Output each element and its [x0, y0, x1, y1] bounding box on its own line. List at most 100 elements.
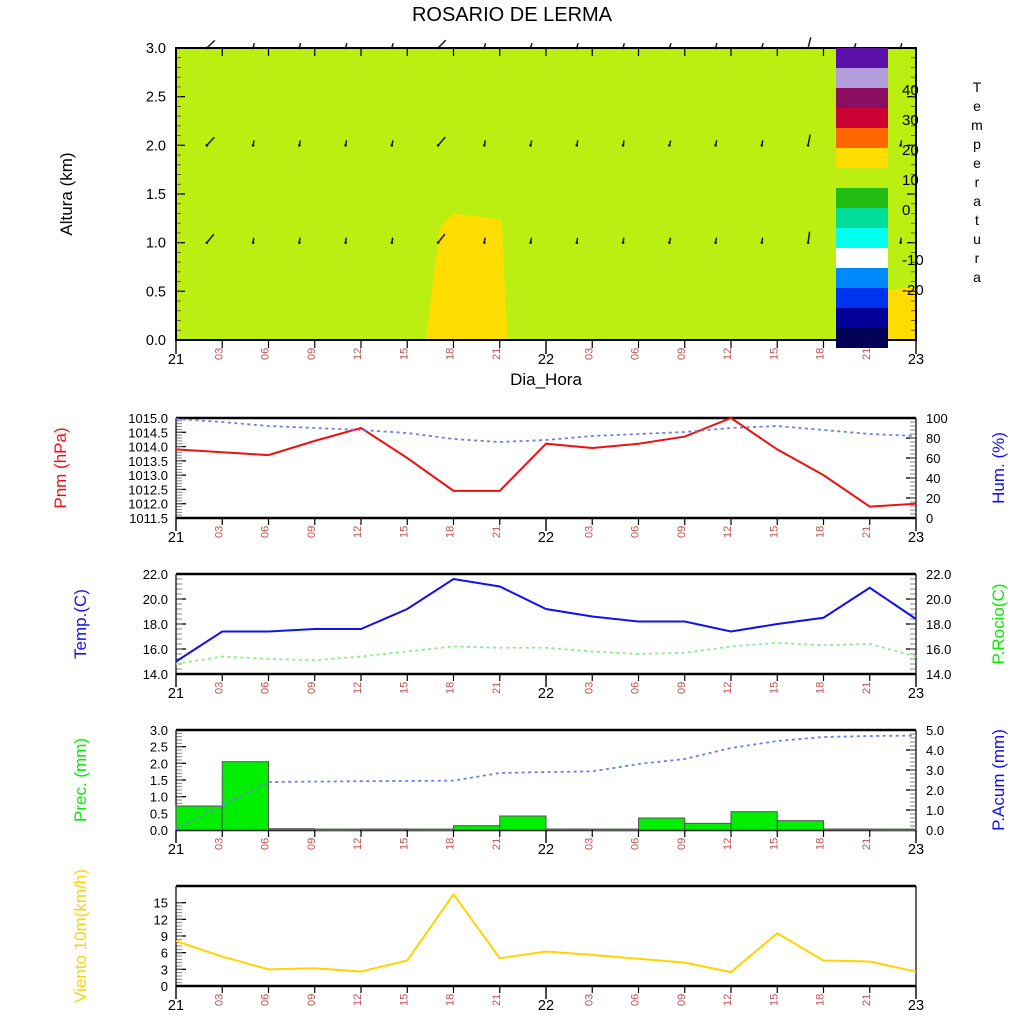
series-line — [175, 892, 917, 974]
panel-axes: 1011.51012.01012.51013.01013.51014.01014… — [128, 411, 947, 526]
y-tick-label: 1.0 — [146, 236, 166, 252]
day-label: 21 — [168, 686, 184, 702]
wind-barb-origin — [529, 144, 532, 147]
y-tick-label-right: 60 — [926, 451, 940, 466]
y-tick-label-right: 14.0 — [926, 667, 951, 682]
hour-label: 12 — [352, 838, 364, 850]
wind-barb — [206, 39, 216, 49]
day-label: 22 — [538, 530, 554, 546]
y-tick-label: 1014.5 — [128, 425, 168, 440]
altura-axis: 0.0 0.5 1.0 1.5 2.0 2.5 3.0 — [146, 41, 917, 349]
day-label: 23 — [908, 686, 924, 702]
wind-barb-origin — [899, 241, 902, 244]
y-tick-label-right: 1.0 — [926, 803, 944, 818]
bar — [268, 828, 316, 831]
altura-axis-label: Altura (km) — [57, 152, 76, 235]
y-tick-label: 0.5 — [146, 284, 166, 300]
bar — [406, 828, 454, 832]
hour-label: 15 — [768, 994, 780, 1006]
bar — [869, 828, 917, 832]
wind-barb-origin — [436, 144, 440, 147]
wind-barb-origin — [714, 144, 717, 147]
hour-label: 12 — [722, 994, 734, 1006]
hour-label: 03 — [213, 838, 225, 850]
wind-barb-origin — [344, 241, 347, 244]
hour-label: 09 — [306, 526, 318, 538]
hour-label: 03 — [213, 994, 225, 1006]
colorbar-band — [836, 88, 888, 108]
colorbar-band — [836, 108, 888, 128]
y-tick-label-right: 5.0 — [926, 723, 944, 738]
hour-label: 15 — [768, 348, 780, 360]
hour-label: 15 — [398, 838, 410, 850]
wind-barb-origin — [390, 241, 394, 244]
colorbar-band — [836, 188, 888, 208]
colorbar-tick-label: 40 — [902, 82, 919, 99]
hour-label: 15 — [398, 994, 410, 1006]
y-tick-label: 1.0 — [150, 790, 168, 805]
hour-label: 15 — [768, 838, 780, 850]
hour-label: 09 — [676, 682, 688, 694]
wind-barb-origin — [668, 241, 671, 244]
colorbar-title-letter: a — [973, 269, 981, 285]
colorbar-title-letter: t — [975, 212, 979, 228]
hour-label: 03 — [583, 682, 595, 694]
bar — [453, 825, 501, 831]
time-axis: 21 03 06 09 12 15 18 21 22 03 06 09 12 15 18 21 23 — [168, 518, 924, 546]
precipitation-bars — [175, 761, 917, 832]
hour-label: 18 — [815, 838, 827, 850]
hour-label: 18 — [815, 994, 827, 1006]
panel-viento: 0 3 6 9 12 15 Viento 10m(km/h) 21 03 06 09 12 15 18 21… — [0, 868, 1024, 1024]
hour-label: 03 — [213, 348, 225, 360]
colorbar-band — [836, 48, 888, 68]
colorbar-band — [836, 168, 888, 188]
y-tick-label-right: 2.0 — [926, 783, 944, 798]
left-axis-label: Prec. (mm) — [71, 738, 90, 822]
wind-barb — [437, 39, 447, 49]
hour-label: 03 — [583, 526, 595, 538]
wind-barb-origin — [575, 241, 579, 244]
panel-temperatura-rocio: 14.0 16.0 18.0 20.0 22.0 14.0 16.0 18.0 20.0 22.0… — [0, 556, 1024, 716]
hour-label: 09 — [676, 994, 688, 1006]
y-tick-label-right: 16.0 — [926, 642, 951, 657]
xaxis-label: Dia_Hora — [510, 370, 582, 389]
y-tick-label: 6 — [161, 946, 168, 961]
series-line — [175, 641, 917, 665]
y-tick-label-right: 20.0 — [926, 592, 951, 607]
day-label: 23 — [908, 352, 924, 368]
day-label: 23 — [908, 842, 924, 858]
wind-barb-origin — [621, 144, 625, 147]
left-axis-label: Viento 10m(km/h) — [71, 869, 90, 1003]
colorbar-title-letter: r — [975, 250, 980, 266]
colorbar-tick-label: 0 — [902, 202, 910, 219]
colorbar-title-letter: m — [971, 117, 983, 133]
y-tick-label: 1013.5 — [128, 454, 168, 469]
wind-barb-origin — [899, 144, 902, 147]
colorbar-band — [836, 228, 888, 248]
wind-barb-origin — [251, 241, 255, 244]
wind-barb-origin — [714, 241, 717, 244]
y-tick-label: 20.0 — [143, 592, 168, 607]
colorbar-title-letter: p — [973, 136, 981, 152]
left-axis-label: Pnm (hPa) — [51, 427, 70, 508]
hour-label: 21 — [491, 994, 503, 1006]
day-label: 23 — [908, 530, 924, 546]
hour-label: 21 — [861, 526, 873, 538]
colorbar-title-letter: a — [973, 193, 981, 209]
y-tick-label: 3.0 — [150, 723, 168, 738]
day-label: 21 — [168, 998, 184, 1014]
time-axis: 21 03 06 09 12 15 18 21 22 03 06 09 12 15 18 21 23 — [168, 986, 924, 1014]
hour-label: 06 — [630, 348, 642, 360]
bar — [314, 828, 362, 832]
bar — [591, 828, 639, 832]
hour-label: 03 — [583, 838, 595, 850]
day-label: 21 — [168, 530, 184, 546]
y-tick-label: 16.0 — [143, 642, 168, 657]
day-label: 22 — [538, 842, 554, 858]
y-tick-label: 1.5 — [150, 773, 168, 788]
hour-label: 03 — [583, 994, 595, 1006]
temperature-band-20 — [176, 48, 916, 340]
y-tick-label: 14.0 — [143, 667, 168, 682]
hour-label: 12 — [352, 348, 364, 360]
